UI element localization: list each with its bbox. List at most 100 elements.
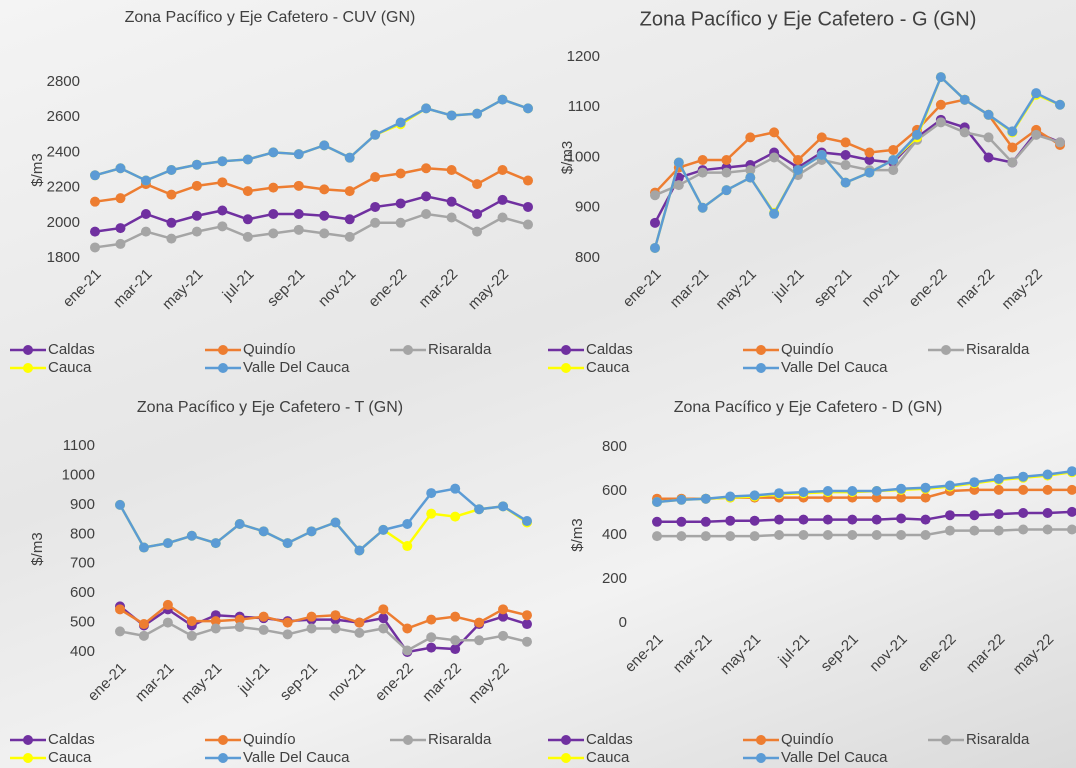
data-point (450, 511, 461, 522)
legend-marker (561, 753, 571, 763)
data-point (798, 487, 809, 498)
data-point (370, 172, 381, 183)
data-point (402, 645, 413, 656)
data-point (1007, 126, 1018, 137)
data-point (268, 182, 279, 193)
data-point (258, 526, 269, 537)
data-point (354, 617, 365, 628)
data-point (822, 514, 833, 525)
data-point (993, 484, 1004, 495)
data-point (700, 493, 711, 504)
x-tick-label: mar-22 (963, 631, 1009, 677)
data-point (378, 524, 389, 535)
data-point (650, 242, 660, 253)
data-point (446, 165, 457, 175)
legend-label: Quindío (781, 341, 834, 358)
legend-label: Caldas (48, 731, 95, 748)
data-point (186, 616, 197, 627)
legend-marker (218, 735, 228, 745)
data-point (896, 483, 907, 494)
data-point (344, 214, 355, 225)
data-point (769, 152, 780, 163)
data-point (1018, 484, 1029, 495)
data-point (944, 480, 955, 491)
data-point (983, 132, 994, 143)
data-point (162, 617, 173, 628)
legend-marker (941, 735, 951, 745)
data-point (522, 619, 532, 630)
data-point (378, 623, 389, 634)
data-point (138, 542, 149, 553)
x-tick-label: ene-22 (915, 631, 960, 676)
x-tick-label: mar-21 (132, 660, 178, 706)
data-point (1067, 506, 1076, 517)
x-tick-label: ene-22 (905, 266, 950, 311)
data-point (426, 614, 437, 625)
data-point (769, 208, 780, 219)
data-point (166, 217, 177, 228)
data-point (293, 209, 304, 219)
y-tick-label: 1200 (567, 48, 600, 65)
data-point (725, 531, 736, 542)
data-point (816, 132, 827, 143)
x-tick-label: jul-21 (235, 660, 274, 699)
legend-label: Valle Del Cauca (781, 359, 888, 376)
data-point (344, 152, 355, 163)
y-tick-label: 700 (70, 555, 95, 572)
data-point (90, 242, 100, 253)
legend-label: Valle Del Cauca (781, 749, 888, 766)
x-tick-label: may-21 (178, 660, 225, 707)
legend-label: Cauca (48, 749, 92, 766)
legend-marker (218, 363, 228, 373)
data-point (1067, 524, 1076, 535)
data-point (983, 152, 994, 163)
legend-label: Caldas (586, 731, 633, 748)
x-tick-label: mar-21 (670, 631, 716, 677)
data-point (676, 494, 687, 505)
data-point (1042, 508, 1053, 518)
data-point (319, 140, 330, 151)
data-point (993, 525, 1004, 536)
chart-panel: Zona Pacífico y Eje Cafetero - T (GN) $/m… (10, 399, 532, 766)
x-tick-label: mar-21 (667, 266, 713, 312)
legend-marker (561, 735, 571, 745)
data-point (697, 167, 708, 178)
data-point (721, 185, 732, 196)
data-point (426, 632, 437, 643)
data-point (319, 210, 330, 221)
data-point (864, 147, 875, 158)
series-line (653, 118, 1061, 224)
legend-label: Risaralda (966, 731, 1030, 748)
data-point (888, 144, 899, 155)
y-axis-label: $/m3 (29, 153, 46, 186)
y-tick-label: 2400 (47, 143, 80, 160)
data-point (474, 617, 485, 628)
data-point (920, 482, 931, 493)
chart-panel: Zona Pacífico y Eje Cafetero - D (GN) $/m… (548, 399, 1076, 766)
data-point (888, 165, 899, 176)
x-tick-label: sep-21 (264, 266, 308, 310)
data-point (650, 190, 660, 201)
legend-label: Valle Del Cauca (243, 749, 350, 766)
x-tick-label: ene-21 (60, 266, 105, 311)
data-point (330, 517, 341, 528)
y-tick-label: 800 (70, 525, 95, 542)
data-point (472, 179, 483, 190)
y-tick-label: 600 (70, 584, 95, 601)
data-point (166, 189, 177, 200)
data-point (426, 508, 437, 519)
data-point (652, 516, 662, 527)
data-point (725, 515, 736, 526)
x-tick-label: sep-21 (817, 631, 861, 675)
series-line (94, 98, 529, 182)
data-point (1018, 471, 1029, 482)
y-tick-label: 900 (575, 199, 600, 216)
data-point (769, 127, 780, 138)
series-line (119, 603, 528, 630)
data-point (191, 180, 202, 191)
chart-title: Zona Pacífico y Eje Cafetero - CUV (GN) (125, 9, 416, 26)
data-point (652, 497, 662, 507)
data-point (896, 513, 907, 524)
data-point (293, 180, 304, 191)
legend-marker (23, 735, 33, 745)
